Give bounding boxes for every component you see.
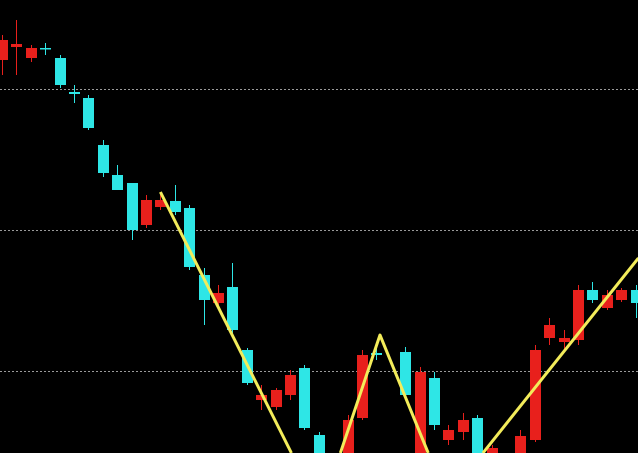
candle-body	[155, 200, 166, 207]
candle-body	[443, 430, 454, 440]
zigzag-line	[159, 191, 293, 453]
candle-body	[472, 418, 483, 453]
candle-body	[616, 290, 627, 300]
candle-body	[26, 48, 37, 58]
candle-body	[285, 375, 296, 395]
candle-body	[573, 290, 584, 340]
candle-body	[544, 325, 555, 338]
candle-body	[314, 435, 325, 453]
candle-body	[515, 436, 526, 453]
candle-body	[530, 350, 541, 440]
candle-body	[213, 293, 224, 303]
candle-body	[415, 372, 426, 453]
candle-body	[487, 448, 498, 453]
candle-body	[602, 295, 613, 308]
zigzag-line	[338, 333, 430, 453]
candle-body	[83, 98, 94, 128]
candle-body	[11, 44, 22, 47]
candle-body	[587, 290, 598, 300]
candle-body	[199, 275, 210, 300]
candle-body	[98, 145, 109, 173]
candle-body	[112, 175, 123, 190]
candle-body	[400, 352, 411, 395]
candle-body	[559, 338, 570, 342]
candle-body	[69, 92, 80, 94]
candle-body	[299, 368, 310, 428]
candle-body	[371, 353, 382, 355]
candle-body	[343, 420, 354, 453]
candle-body	[127, 183, 138, 230]
candle-body	[227, 287, 238, 330]
candle-body	[55, 58, 66, 85]
candle-body	[184, 208, 195, 267]
candle-body	[271, 390, 282, 407]
candle-body	[0, 40, 8, 60]
candle-body	[631, 290, 638, 303]
candle-body	[40, 48, 51, 50]
candle-body	[458, 420, 469, 432]
candle-body	[170, 201, 181, 212]
candle-body	[141, 200, 152, 225]
candle-body	[429, 378, 440, 425]
zigzag-line	[481, 257, 638, 453]
candle-body	[256, 395, 267, 400]
